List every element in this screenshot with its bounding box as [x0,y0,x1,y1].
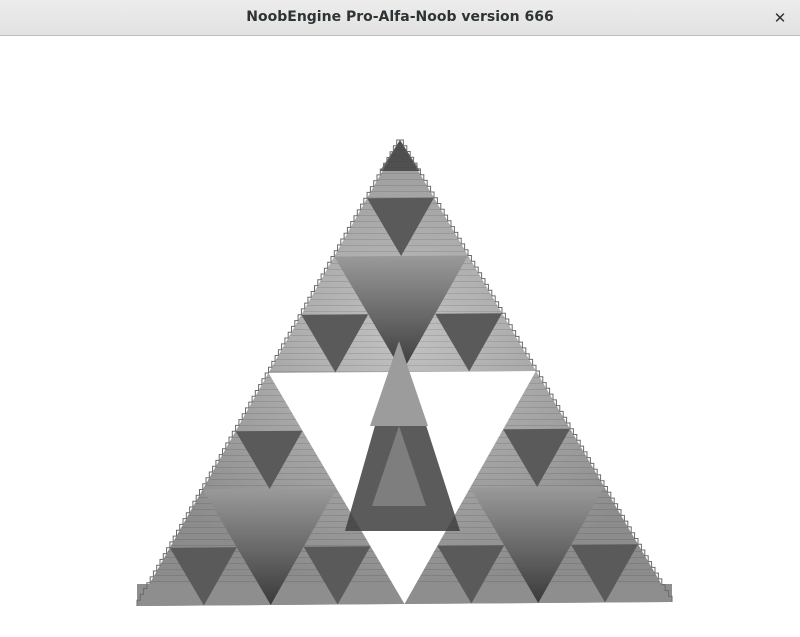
pyramid-void-level-1 [437,545,505,604]
pyramid-void-level-1 [303,546,371,605]
title-bar[interactable]: NoobEngine Pro-Alfa-Noob version 666 ✕ [0,0,800,36]
inner-pyramid-shadow [345,341,460,531]
window-title: NoobEngine Pro-Alfa-Noob version 666 [246,9,554,25]
pyramid-void-level-1 [235,430,303,489]
render-viewport[interactable] [0,36,800,637]
pyramid-void-level-1 [169,547,237,606]
pyramid-void-level-2 [334,255,468,372]
sierpinski-pyramid-render [136,139,673,606]
inner-pyramid-lower [372,426,426,506]
apex-shadow [380,140,420,171]
pyramid-void-level-1 [571,544,638,603]
pyramid-stair-edge [400,139,673,602]
inner-pyramid-upper [370,341,428,426]
pyramid-void-level-2 [470,486,604,603]
pyramid-stair-edge [136,139,400,606]
pyramid-void-level-1 [367,197,434,256]
pyramid-void-level-2 [202,488,337,605]
pyramid-void-level-1 [503,428,570,487]
close-icon: ✕ [773,9,787,27]
close-button[interactable]: ✕ [768,6,792,30]
pyramid-void-level-1 [435,313,502,372]
pyramid-void-level-1 [301,314,369,373]
